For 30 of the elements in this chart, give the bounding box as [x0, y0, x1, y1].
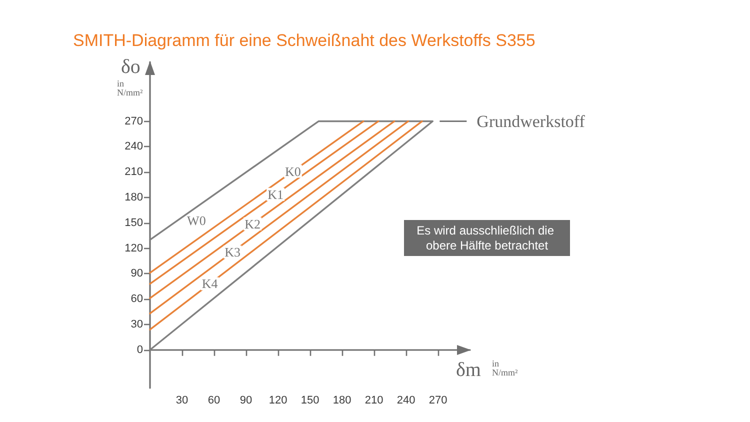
- y-tick-label: 180: [124, 191, 143, 204]
- x-tick-label: 210: [364, 394, 384, 406]
- series-label: K0: [284, 164, 301, 179]
- x-tick-label: 150: [300, 394, 320, 406]
- y-tick-label: 210: [124, 166, 143, 178]
- series-label: K1: [268, 186, 284, 202]
- annotation: Es wird ausschließlich die obere Hälfte betrachtet: [416, 224, 558, 252]
- y-tick-label: 30: [130, 318, 143, 330]
- series-label: K2: [244, 216, 261, 232]
- series-label: K4: [202, 276, 218, 292]
- x-tick-label: 60: [208, 394, 220, 406]
- x-tick-label: 180: [332, 394, 352, 406]
- x-tick-label: 90: [240, 394, 252, 406]
- y-tick-label: 0: [136, 344, 143, 356]
- x-axis-title: δm in N/mm²: [456, 358, 518, 381]
- y-axis-title: δo in N/mm²: [117, 56, 143, 98]
- y-tick-label: 270: [124, 115, 143, 128]
- y-tick-label: 90: [130, 268, 143, 280]
- y-tick-label: 60: [130, 293, 143, 306]
- y-tick-label: 120: [124, 242, 143, 254]
- x-tick-label: 240: [396, 394, 416, 406]
- series-label: W0: [187, 212, 206, 228]
- chart-title: SMITH-Diagramm für eine Schweißnaht des Werkstoffs S355: [73, 31, 536, 50]
- y-tick-label: 240: [124, 140, 143, 153]
- x-tick-label: 270: [428, 394, 448, 406]
- y-tick-label: 150: [124, 216, 143, 229]
- series-label: K3: [224, 244, 241, 260]
- x-tick-label: 120: [268, 394, 288, 406]
- x-tick-label: 30: [176, 394, 188, 406]
- annotation: Grundwerkstoff: [476, 112, 586, 131]
